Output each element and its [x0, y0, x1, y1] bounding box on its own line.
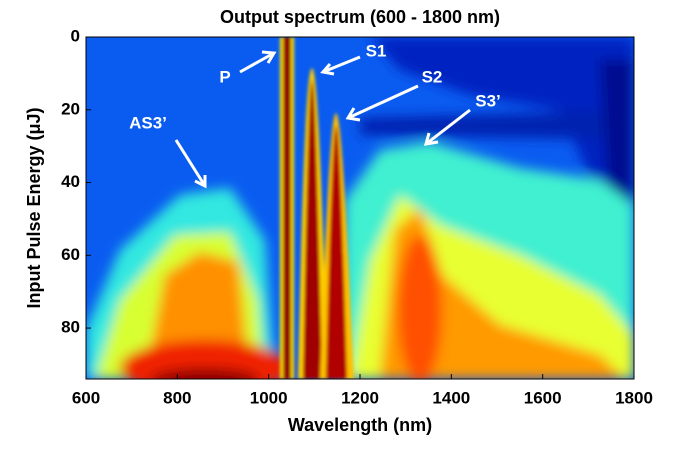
x-axis-label: Wavelength (nm)	[288, 415, 432, 435]
x-tick-label: 1000	[250, 388, 288, 407]
annotation: S2	[422, 67, 443, 86]
x-tick-label: 1600	[524, 388, 562, 407]
y-tick-label: 80	[61, 318, 80, 337]
y-tick-label: 20	[61, 99, 80, 118]
annotation: S1	[366, 41, 387, 60]
arrow	[345, 84, 419, 122]
y-axis-label: Input Pulse Energy (μJ)	[24, 107, 44, 308]
arrow	[320, 55, 361, 76]
arrow	[174, 139, 207, 189]
x-tick-label: 800	[163, 388, 191, 407]
y-tick-label: 40	[61, 172, 80, 191]
y-tick-label: 60	[61, 245, 80, 264]
annotation: AS3’	[129, 113, 167, 132]
annotations: P S1 S2 S3’ AS3’	[129, 41, 501, 189]
arrow	[423, 108, 471, 146]
arrow	[239, 50, 277, 74]
heatmap	[86, 37, 634, 379]
y-tick-label: 0	[71, 26, 80, 45]
x-tick-label: 600	[72, 388, 100, 407]
annotation: S3’	[475, 91, 501, 110]
annotation: P	[219, 67, 230, 86]
x-tick-label: 1400	[432, 388, 470, 407]
x-tick-label: 1200	[341, 388, 379, 407]
x-tick-label: 1800	[615, 388, 653, 407]
chart-title: Output spectrum (600 - 1800 nm)	[220, 7, 500, 27]
